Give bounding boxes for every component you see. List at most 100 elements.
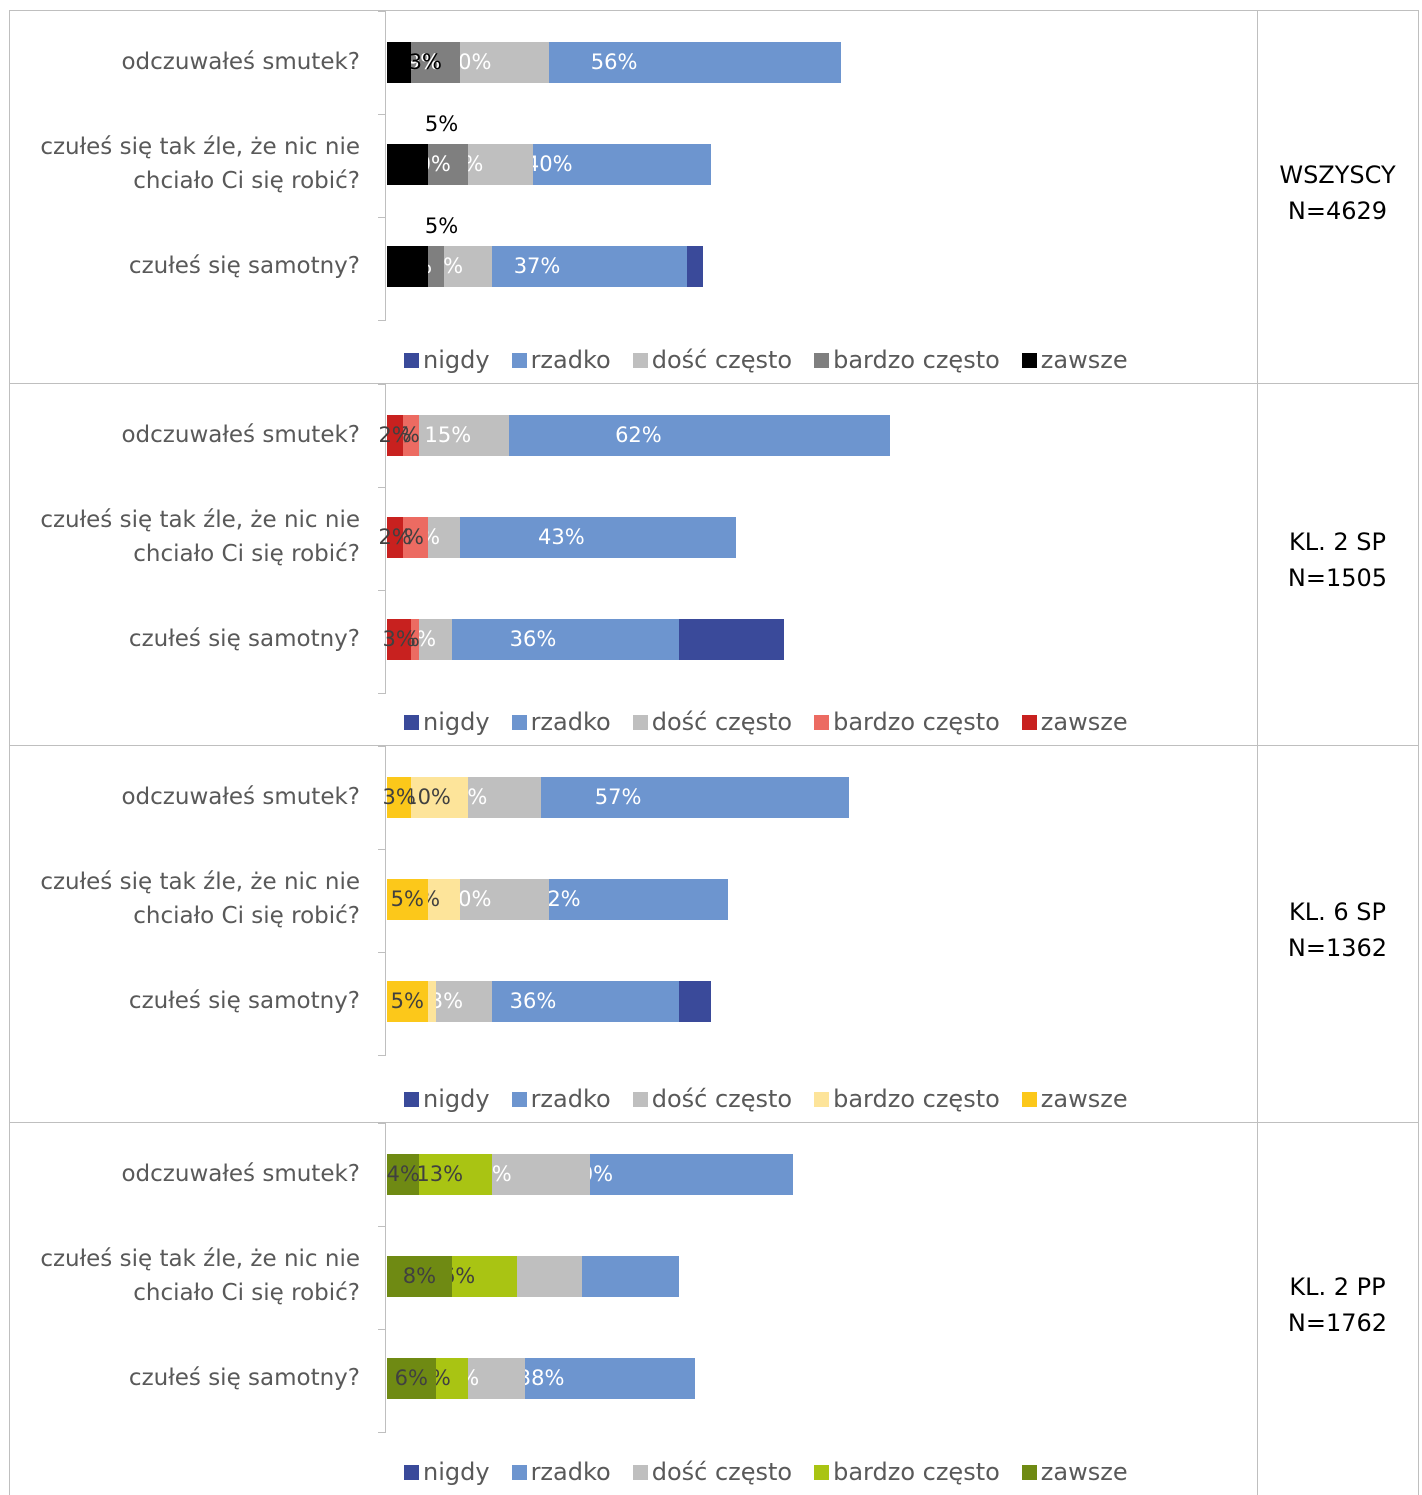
legend-item: rzadko <box>511 1458 611 1486</box>
legend-swatch <box>404 352 419 368</box>
axis-tick <box>378 320 386 321</box>
value-label: 57% <box>594 784 642 809</box>
value-label: 36% <box>509 988 557 1013</box>
group-label-line: KL. 2 SP <box>1289 528 1386 556</box>
legend-label: zawsze <box>1040 346 1128 374</box>
group-label-line: N=1505 <box>1287 564 1388 592</box>
legend-item: zawsze <box>1021 1085 1128 1113</box>
legend-label: dość często <box>651 708 793 736</box>
legend-swatch <box>511 1091 527 1107</box>
legend-swatch <box>404 714 419 730</box>
border-top <box>9 10 1418 11</box>
row-divider <box>9 745 1418 746</box>
axis-line <box>385 1123 386 1433</box>
legend-swatch <box>1021 1091 1037 1107</box>
value-label: 43% <box>538 524 585 549</box>
legend-swatch <box>814 352 830 368</box>
category-label: odczuwałeś smutek? <box>121 784 360 810</box>
legend-swatch <box>632 714 648 730</box>
group-label-line: WSZYSCY <box>1279 160 1396 189</box>
category-label: czułeś się samotny? <box>128 1365 360 1391</box>
value-label: 5% <box>424 111 459 136</box>
legend-item: dość często <box>632 708 793 736</box>
legend-label: zawsze <box>1040 708 1128 736</box>
value-label: 38% <box>517 1365 565 1390</box>
axis-line <box>385 11 386 321</box>
legend-label: bardzo często <box>833 346 1000 374</box>
group-label-line: KL. 6 SP <box>1289 897 1386 926</box>
axis-tick <box>378 217 386 218</box>
axis-tick <box>378 952 386 953</box>
axis-tick <box>378 11 386 12</box>
bar-segment <box>387 143 428 185</box>
legend-swatch <box>632 352 648 368</box>
legend-label: rzadko <box>530 346 611 374</box>
legend-swatch <box>404 1464 419 1480</box>
value-label: 37% <box>513 253 561 278</box>
legend-swatch <box>632 1091 648 1107</box>
legend-label: zawsze <box>1040 1458 1128 1486</box>
bar-segment <box>387 1153 420 1195</box>
legend-swatch <box>404 1091 419 1107</box>
legend-swatch <box>814 1091 830 1107</box>
legend-label: rzadko <box>530 1458 611 1486</box>
legend-item: zawsze <box>1021 708 1128 736</box>
border-left <box>9 10 10 1495</box>
axis-tick <box>378 693 386 694</box>
axis-tick <box>378 1055 386 1056</box>
value-label: 15% <box>424 422 472 447</box>
value-label: 3% <box>408 49 442 74</box>
category-label: czułeś się tak źle, że nic nie chciało C… <box>40 1246 360 1306</box>
group-label: KL. 2 SP N=1505 <box>1257 524 1418 596</box>
axis-tick <box>378 487 386 488</box>
bar-segment <box>387 878 428 920</box>
legend-label: dość często <box>651 346 793 374</box>
legend-swatch <box>814 714 830 730</box>
legend-item: bardzo często <box>814 708 1000 736</box>
value-label: 62% <box>615 422 662 447</box>
legend-swatch <box>511 1464 527 1480</box>
bar-segment <box>387 1255 452 1297</box>
bar-segment <box>387 245 428 287</box>
value-label: 13% <box>416 1161 464 1186</box>
category-label: odczuwałeś smutek? <box>121 422 360 448</box>
legend-item: rzadko <box>511 346 611 374</box>
legend-item: nigdy <box>404 1458 490 1486</box>
category-label: odczuwałeś smutek? <box>121 1161 360 1187</box>
legend: nigdy rzadko dość często bardzo często zawsz… <box>404 705 1128 739</box>
value-label: 40% <box>525 151 573 176</box>
value-label: 6% <box>394 1365 428 1390</box>
category-label: czułeś się tak źle, że nic nie chciało C… <box>40 869 360 929</box>
value-label: 8% <box>402 1263 437 1288</box>
legend-item: zawsze <box>1021 1458 1128 1486</box>
axis-tick <box>378 1432 386 1433</box>
legend: nigdy rzadko dość często bardzo często zawsz… <box>404 343 1128 377</box>
axis-line <box>385 746 386 1056</box>
legend-item: dość często <box>632 1458 792 1486</box>
legend-item: nigdy <box>404 346 490 374</box>
value-label: 3% <box>382 784 416 809</box>
group-label-line: N=1362 <box>1287 933 1388 962</box>
axis-tick <box>378 1329 386 1330</box>
legend-label: bardzo często <box>833 708 1000 736</box>
legend-label: nigdy <box>423 1458 490 1486</box>
axis-tick <box>378 849 386 850</box>
legend-label: rzadko <box>530 708 611 736</box>
value-label: 5% <box>390 886 424 911</box>
value-label: 5% <box>424 213 459 238</box>
legend-label: dość często <box>651 1085 793 1113</box>
axis-tick <box>378 590 386 591</box>
value-label: 10% <box>404 784 451 809</box>
axis-tick <box>378 1226 386 1227</box>
value-label: 2% <box>378 524 412 549</box>
legend: nigdy rzadko dość często bardzo często zawsz… <box>404 1455 1128 1489</box>
bar-segment <box>387 776 412 818</box>
group-label-line: KL. 2 PP <box>1289 1272 1386 1301</box>
row-divider <box>9 383 1418 384</box>
bar-segment <box>387 414 404 456</box>
value-label: 3% <box>382 626 416 651</box>
legend-label: nigdy <box>423 708 490 736</box>
legend-swatch <box>632 1464 648 1480</box>
value-label: 36% <box>509 626 557 651</box>
bar-segment <box>387 516 404 558</box>
